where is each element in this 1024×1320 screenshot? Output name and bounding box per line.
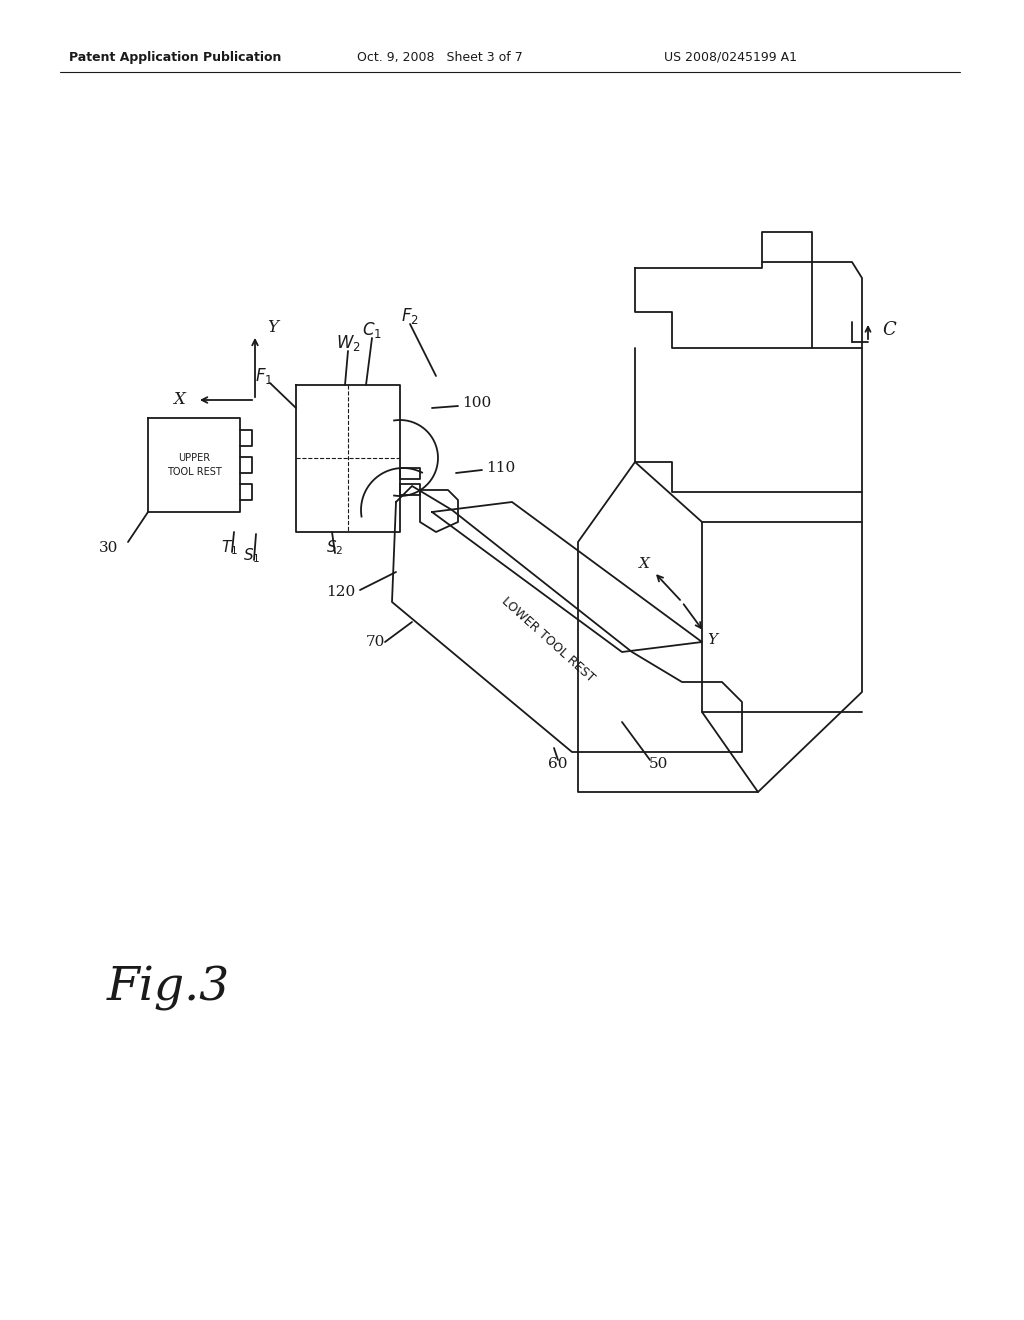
Text: LOWER TOOL REST: LOWER TOOL REST <box>499 595 597 685</box>
Text: $S_1$: $S_1$ <box>244 546 261 565</box>
Text: US 2008/0245199 A1: US 2008/0245199 A1 <box>664 50 797 63</box>
Text: UPPER: UPPER <box>178 453 210 463</box>
Text: Patent Application Publication: Patent Application Publication <box>69 50 282 63</box>
Text: C: C <box>882 321 896 339</box>
Text: $T_1$: $T_1$ <box>221 539 239 557</box>
Text: 120: 120 <box>326 585 355 599</box>
Text: $W_2$: $W_2$ <box>336 333 360 352</box>
Text: 100: 100 <box>462 396 492 411</box>
Text: Y: Y <box>267 319 278 337</box>
Text: $C_1$: $C_1$ <box>362 319 382 341</box>
Text: X: X <box>173 392 185 408</box>
Text: $F_1$: $F_1$ <box>255 366 273 385</box>
Text: $F_2$: $F_2$ <box>401 306 419 326</box>
Text: 30: 30 <box>98 541 118 554</box>
Text: $S_2$: $S_2$ <box>327 539 344 557</box>
Text: Oct. 9, 2008   Sheet 3 of 7: Oct. 9, 2008 Sheet 3 of 7 <box>357 50 523 63</box>
Text: Y: Y <box>707 634 717 647</box>
Text: X: X <box>639 557 649 572</box>
Text: 70: 70 <box>366 635 385 649</box>
Text: Fig.3: Fig.3 <box>106 965 229 1011</box>
Text: 50: 50 <box>648 756 668 771</box>
Text: 110: 110 <box>486 461 515 475</box>
Text: 60: 60 <box>548 756 567 771</box>
Text: TOOL REST: TOOL REST <box>167 467 221 477</box>
